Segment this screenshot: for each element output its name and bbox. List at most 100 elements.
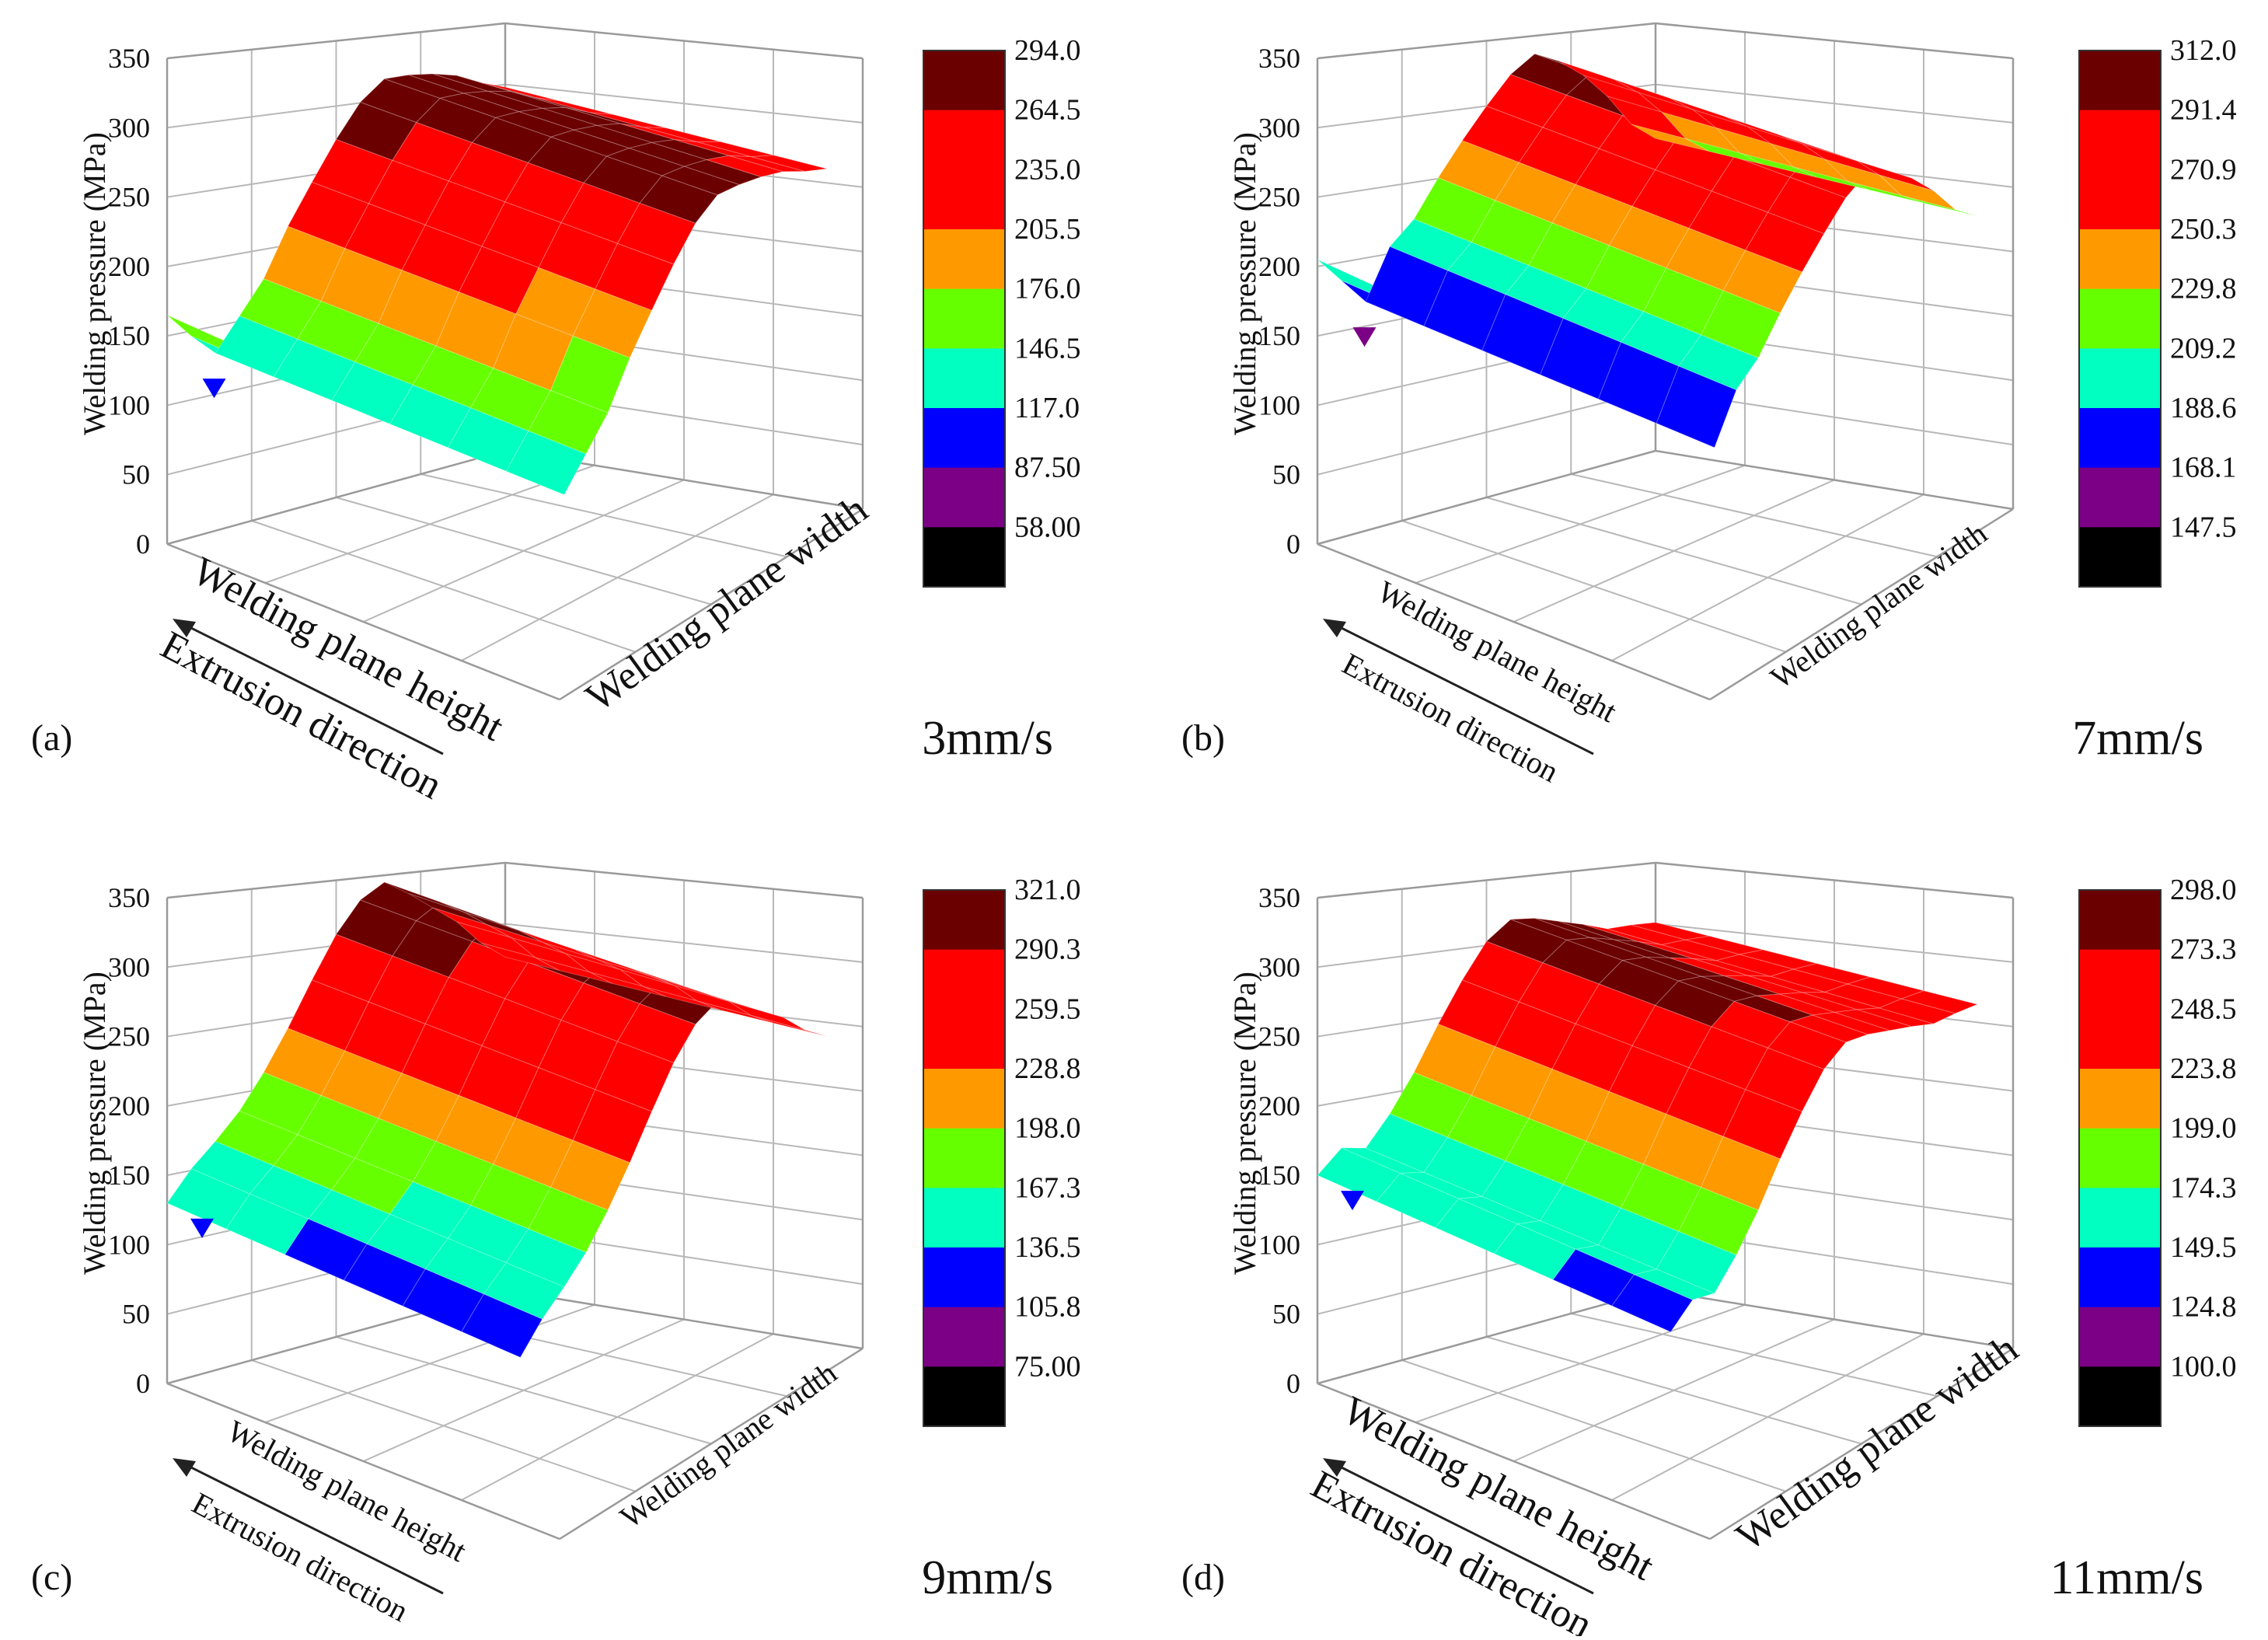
extrusion-arrow-head (1323, 1458, 1346, 1477)
colorbar-segment (923, 527, 1005, 588)
colorbar-segment (923, 288, 1005, 349)
grid-line (461, 494, 774, 661)
colorbar-segment (2079, 1247, 2161, 1308)
box-edge (166, 861, 506, 899)
colorbar-level-label: 198.0 (1014, 1112, 1081, 1145)
colorbar-segment (2079, 1128, 2161, 1188)
z-tick-label: 50 (1272, 1299, 1300, 1330)
z-tick-label: 100 (108, 389, 150, 420)
z-tick-label: 250 (1258, 182, 1300, 213)
colorbar-segment (2079, 1069, 2161, 1129)
colorbar-segment (923, 229, 1005, 290)
z-tick-label: 200 (108, 251, 150, 282)
surface-patch (535, 96, 613, 115)
surface-patch (1901, 195, 1978, 217)
colorbar-segment (923, 51, 1005, 111)
y-axis-title: Welding plane width (613, 1355, 843, 1535)
z-tick-label: 300 (108, 951, 150, 982)
surface-patch (1631, 124, 1710, 152)
y-axis-title: Welding plane width (578, 487, 876, 721)
box-edge (166, 1382, 560, 1541)
colorbar-level-label: 321.0 (1014, 874, 1081, 906)
z-axis-title: Welding pressure (MPa) (1227, 972, 1262, 1275)
colorbar-level-label: 235.0 (1014, 153, 1081, 186)
colorbar-segment (2079, 348, 2161, 409)
surface-min-dip (190, 1218, 214, 1238)
panel-label: (d) (1181, 1557, 1225, 1598)
colorbar-level-label: 290.3 (1014, 933, 1081, 966)
colorbar-segment (923, 110, 1005, 170)
colorbar-level-label: 250.3 (2170, 213, 2237, 246)
z-tick-label: 150 (1258, 1160, 1300, 1191)
colorbar-frame (2078, 50, 2162, 588)
z-tick-label: 150 (108, 320, 150, 351)
box-edge (1655, 22, 2014, 60)
colorbar-level-label: 294.0 (1014, 34, 1081, 67)
colorbar-level-label: 174.3 (2170, 1171, 2237, 1204)
z-axis-title: Welding pressure (MPa) (77, 972, 112, 1275)
panel-label: (c) (31, 1557, 72, 1598)
z-tick-label: 300 (1258, 112, 1300, 143)
z-tick-label: 300 (108, 112, 150, 143)
colorbar-segment (923, 890, 1005, 951)
colorbar-level-label: 149.5 (2170, 1231, 2237, 1264)
colorbar-level-label: 100.0 (2170, 1350, 2237, 1383)
speed-label: 9mm/s (922, 1551, 1053, 1604)
extrusion-arrow-head (173, 1458, 196, 1477)
grid-line (1486, 1336, 1862, 1445)
box-edge (1709, 1347, 2014, 1541)
z-tick-label: 0 (136, 1368, 150, 1399)
colorbar-level-label: 264.5 (1014, 94, 1081, 127)
colorbar-segment (923, 467, 1005, 528)
surface-min-dip (1341, 1191, 1364, 1211)
box-edge (1317, 543, 1711, 701)
box-edge (559, 508, 864, 701)
colorbar-level-label: 229.8 (2170, 273, 2237, 305)
z-tick-label: 250 (108, 1021, 150, 1052)
colorbar-level-label: 259.5 (1014, 993, 1081, 1025)
z-tick-label: 150 (1258, 320, 1300, 351)
colorbar-frame (923, 889, 1006, 1427)
colorbar-level-label: 270.9 (2170, 153, 2237, 186)
z-tick-label: 0 (136, 529, 150, 560)
colorbar-segment (923, 1069, 1005, 1129)
z-tick-label: 200 (108, 1090, 150, 1122)
colorbar-level-label: 124.8 (2170, 1291, 2237, 1324)
grid-line (1571, 1313, 1938, 1397)
z-tick-label: 350 (1258, 882, 1300, 913)
grid-line (1317, 861, 2014, 899)
colorbar-segment (923, 1128, 1005, 1188)
colorbar-segment (923, 1009, 1005, 1069)
z-tick-label: 250 (108, 182, 150, 213)
speed-label: 11mm/s (2050, 1551, 2203, 1604)
box-edge (166, 449, 506, 546)
colorbar: 298.0 273.3 248.5 223.8 199.0 174.3 149.5 124.8… (2078, 874, 2237, 1427)
grid-line (461, 1333, 774, 1501)
box-edge (166, 543, 560, 701)
box-edge (1655, 861, 2014, 899)
panel-label: (a) (31, 717, 72, 759)
z-tick-label: 50 (122, 1299, 150, 1330)
z-tick-label: 100 (108, 1229, 150, 1260)
grid-line (166, 861, 864, 899)
colorbar-segment (923, 1188, 1005, 1248)
pressure-surface (166, 881, 828, 1359)
colorbar-level-label: 167.3 (1014, 1171, 1081, 1204)
z-tick-label: 0 (1286, 1368, 1300, 1399)
colorbar-segment (2079, 229, 2161, 290)
colorbar-level-label: 291.4 (2170, 94, 2237, 127)
box-edge (166, 22, 506, 60)
extrusion-direction-label: Extrusion direction (154, 623, 449, 808)
colorbar-level-label: 205.5 (1014, 213, 1081, 246)
panel-c: 0 50 100 150 200 250 300 350 Welding pressure (M… (31, 861, 1081, 1628)
colorbar-level-label: 117.0 (1014, 392, 1080, 424)
colorbar-level-label: 188.6 (2170, 392, 2237, 424)
colorbar-segment (923, 1247, 1005, 1308)
colorbar-segment (2079, 467, 2161, 528)
speed-label: 3mm/s (922, 712, 1053, 765)
extrusion-arrow-head (1323, 619, 1346, 637)
colorbar-segment (2079, 890, 2161, 951)
colorbar-segment (2079, 527, 2161, 588)
